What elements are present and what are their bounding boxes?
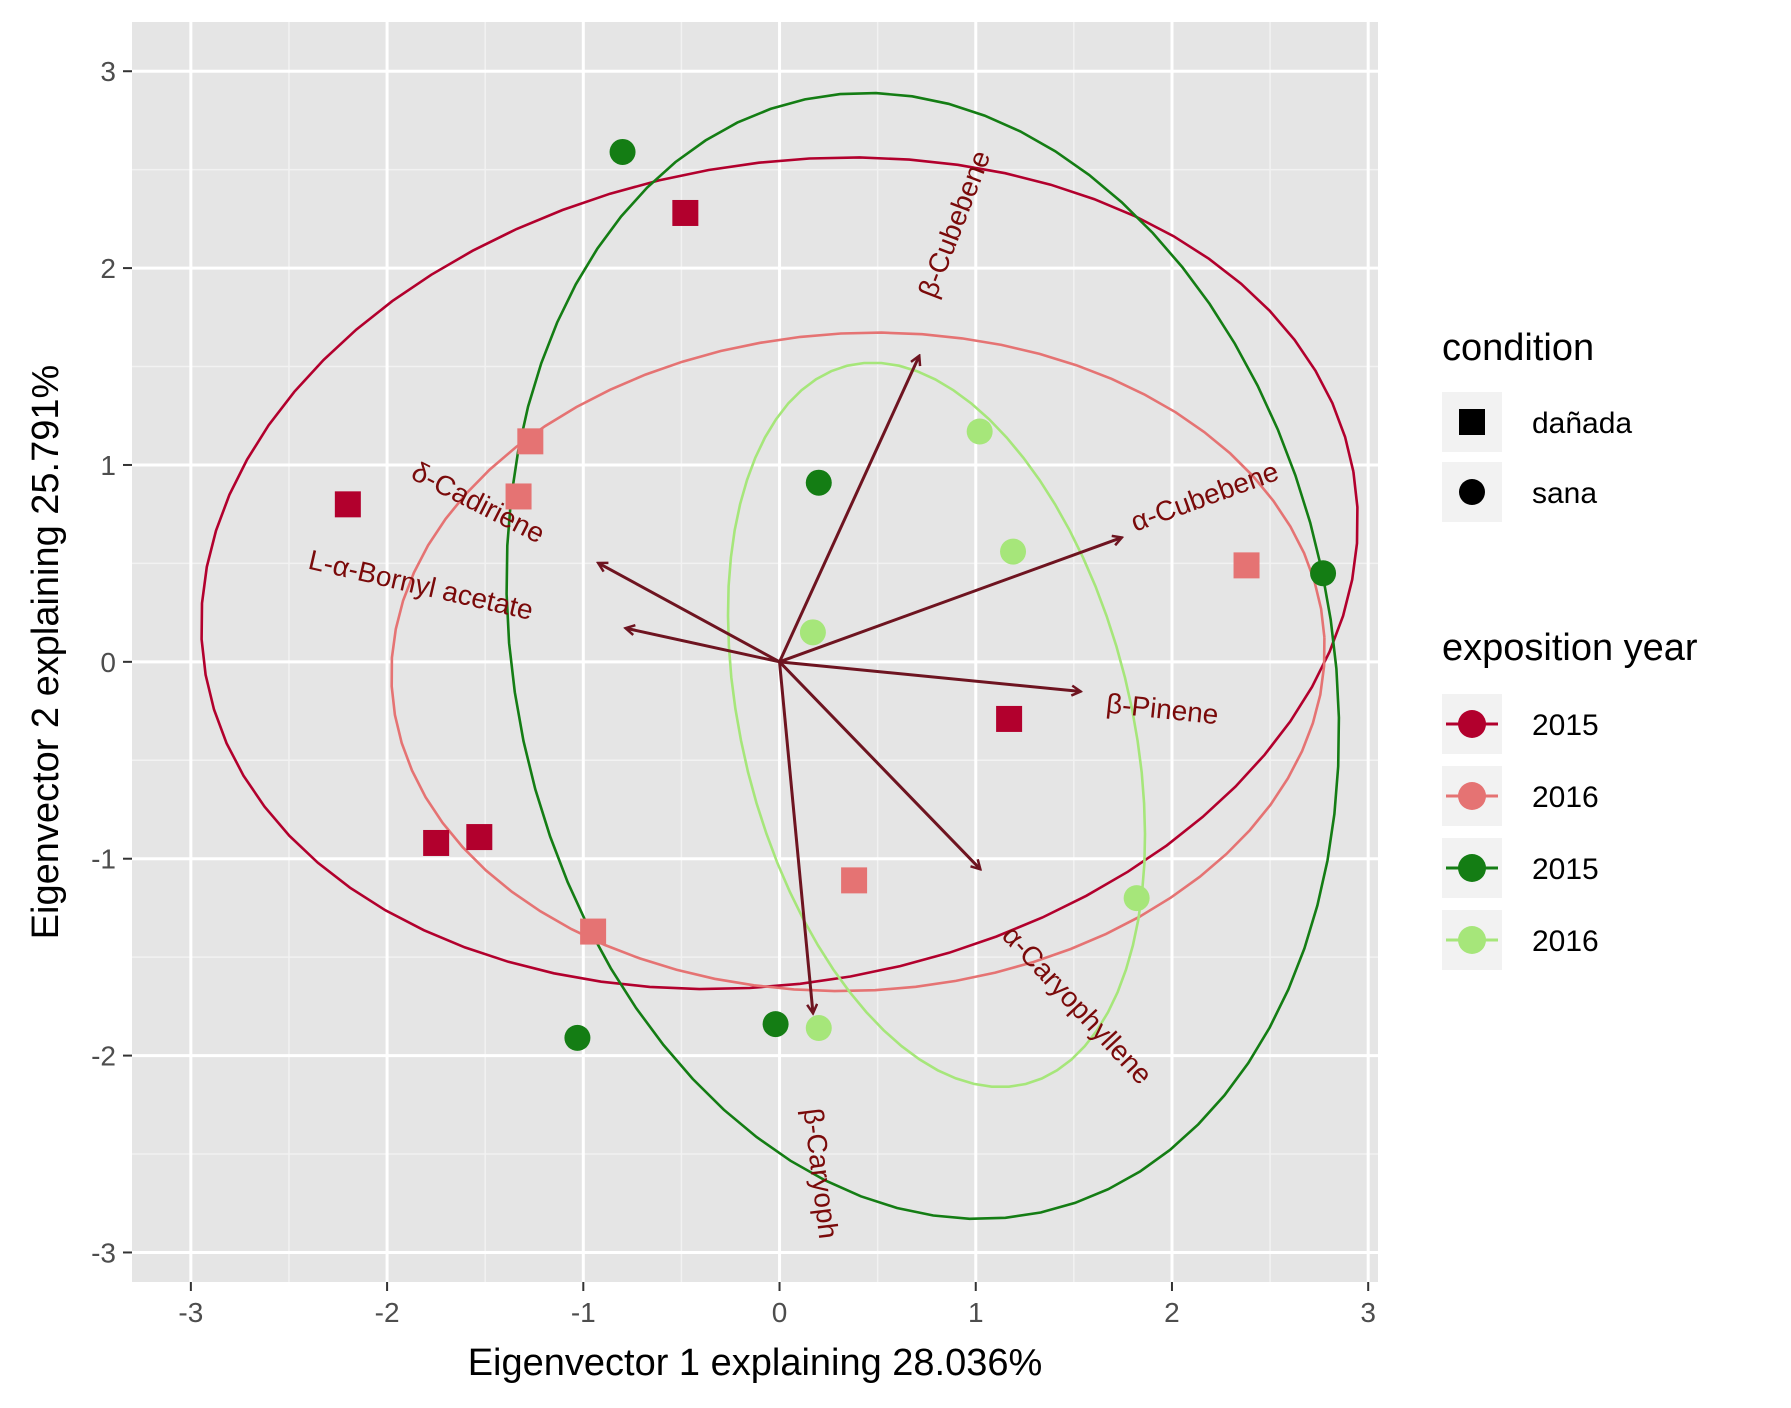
point-square bbox=[672, 199, 699, 226]
legend-key-dot bbox=[1458, 782, 1486, 810]
point-circle bbox=[1000, 538, 1027, 565]
legend-key-square bbox=[1459, 409, 1485, 435]
point-circle bbox=[609, 138, 636, 165]
x-tick-label: -3 bbox=[178, 1297, 203, 1328]
data-points bbox=[334, 138, 1337, 1051]
x-tick-label: -2 bbox=[375, 1297, 400, 1328]
legend-key-circle bbox=[1459, 479, 1485, 505]
x-tick-label: 0 bbox=[772, 1297, 788, 1328]
x-tick-label: 1 bbox=[968, 1297, 984, 1328]
loading-arrow--cadiriene bbox=[599, 563, 781, 664]
legend-title-condition: condition bbox=[1442, 327, 1594, 369]
point-square bbox=[841, 867, 868, 894]
legend-label-condition: sana bbox=[1532, 477, 1597, 510]
point-circle bbox=[805, 469, 832, 496]
ellipse-sana-2015-2 bbox=[505, 91, 1341, 1221]
legend-key-dot bbox=[1458, 710, 1486, 738]
legend-condition-items: dañada sana bbox=[1442, 392, 1632, 522]
x-axis: -3 -2 -1 0 1 2 3 bbox=[178, 1282, 1376, 1328]
plot-panel bbox=[132, 22, 1378, 1282]
legend-year-items: 2015 2016 2015 2016 bbox=[1442, 694, 1599, 970]
point-circle bbox=[799, 619, 826, 646]
point-circle bbox=[762, 1011, 789, 1038]
ellipse-dañada-2016-1 bbox=[390, 331, 1326, 993]
y-tick-label: -2 bbox=[91, 1041, 116, 1072]
loading-arrow-l-bornyl-acetate bbox=[626, 628, 780, 664]
y-axis: -3 -2 -1 0 1 2 3 bbox=[91, 56, 132, 1268]
point-circle bbox=[805, 1015, 832, 1042]
y-tick-label: 2 bbox=[100, 253, 116, 284]
x-tick-label: -1 bbox=[571, 1297, 596, 1328]
loading-arrow--caryoph bbox=[778, 661, 813, 1012]
y-tick-label: 3 bbox=[100, 56, 116, 87]
point-square bbox=[996, 705, 1023, 732]
point-circle bbox=[1310, 560, 1337, 587]
legend-label-year: 2016 bbox=[1532, 925, 1599, 958]
loading-arrow--caryophyllene bbox=[778, 660, 980, 869]
point-square bbox=[505, 483, 532, 510]
point-square bbox=[1233, 552, 1260, 579]
loading-arrow--pinene bbox=[779, 660, 1080, 692]
loading-arrow--cubebene bbox=[779, 538, 1121, 664]
loading-arrow--cubebene bbox=[778, 357, 919, 663]
y-tick-label: 1 bbox=[100, 450, 116, 481]
grid-major bbox=[132, 22, 1378, 1282]
y-axis-title: Eigenvector 2 explaining 25.791% bbox=[25, 365, 67, 940]
y-tick-label: -3 bbox=[91, 1237, 116, 1268]
x-tick-label: 3 bbox=[1360, 1297, 1376, 1328]
confidence-ellipses bbox=[200, 91, 1359, 1221]
legend-key-dot bbox=[1458, 926, 1486, 954]
legend-label-year: 2016 bbox=[1532, 781, 1599, 814]
point-circle bbox=[564, 1024, 591, 1051]
legend-label-year: 2015 bbox=[1532, 709, 1599, 742]
point-square bbox=[580, 918, 607, 945]
legend-key-dot bbox=[1458, 854, 1486, 882]
ellipse-sana-2016-3 bbox=[726, 361, 1147, 1088]
x-axis-title: Eigenvector 1 explaining 28.036% bbox=[468, 1342, 1043, 1384]
point-square bbox=[334, 491, 361, 518]
y-tick-label: -1 bbox=[91, 844, 116, 875]
ellipse-dañada-2015-0 bbox=[200, 156, 1359, 991]
point-square bbox=[423, 829, 450, 856]
legend-title-year: exposition year bbox=[1442, 627, 1698, 669]
point-square bbox=[517, 428, 544, 455]
y-tick-label: 0 bbox=[100, 647, 116, 678]
legend-label-condition: dañada bbox=[1532, 407, 1632, 440]
legend-label-year: 2015 bbox=[1532, 853, 1599, 886]
point-circle bbox=[966, 418, 993, 445]
loading-vectors bbox=[599, 357, 1121, 1013]
point-square bbox=[466, 824, 493, 851]
point-circle bbox=[1123, 885, 1150, 912]
x-tick-label: 2 bbox=[1164, 1297, 1180, 1328]
legend: condition dañada sana exposition year 201… bbox=[1442, 327, 1698, 970]
grid-minor bbox=[132, 22, 1378, 1282]
